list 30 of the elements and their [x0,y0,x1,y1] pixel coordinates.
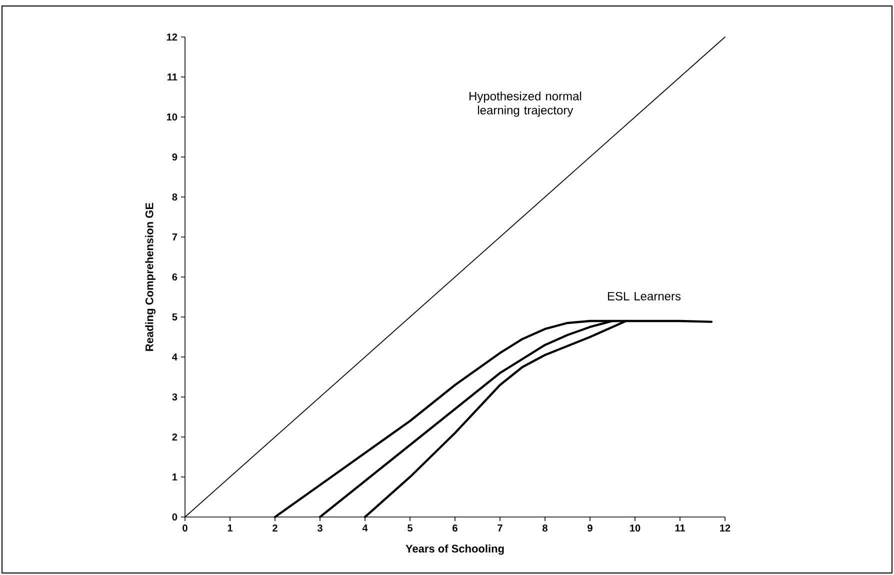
x-tick-label: 2 [272,524,278,532]
y-tick-label: 2 [172,434,178,440]
x-tick-label: 3 [317,524,322,532]
y-tick-label: 1 [172,474,178,480]
x-tick-label: 0 [182,524,188,532]
y-tick-label: 3 [172,393,178,401]
y-tick-label: 11 [168,74,178,80]
annotation: ESL Learners [608,292,681,300]
y-tick-label: 8 [172,193,178,201]
x-tick-label: 5 [408,524,413,532]
y-tick-label: 5 [172,313,178,320]
x-tick-label: 10 [630,524,640,532]
y-tick-label: 7 [172,234,178,240]
x-tick-label: 11 [675,524,686,532]
y-tick-label: 12 [166,34,178,40]
x-tick-label: 8 [542,524,548,532]
x-tick-label: 6 [452,524,458,532]
annotation: Hypothesized normal learning trajectory [470,92,582,117]
y-tick-label: 4 [172,354,178,360]
x-tick-label: 4 [362,524,368,532]
x-tick-label: 12 [720,524,730,532]
x-tick-label: 9 [588,524,592,532]
x-axis-title: Years of Schooling [406,544,504,555]
x-tick-label: 7 [498,524,502,532]
y-tick-label: 10 [166,113,178,121]
y-tick-label: 6 [172,273,178,281]
y-tick-label: 0 [172,513,178,521]
y-tick-label: 9 [172,153,178,161]
x-tick-label: 1 [228,524,233,532]
y-axis-title: Reading Comprehension GE [145,202,156,351]
